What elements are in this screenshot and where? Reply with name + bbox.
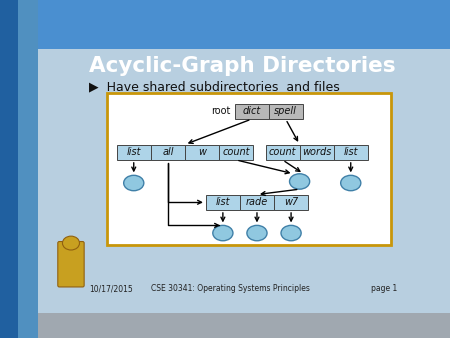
Text: spell: spell [274,106,297,116]
Text: list: list [343,147,358,157]
Bar [219,145,253,160]
Ellipse shape [247,225,267,241]
Bar [234,104,269,119]
Text: Acyclic-Graph Directories: Acyclic-Graph Directories [89,56,396,76]
Text: page 1: page 1 [371,284,397,293]
Ellipse shape [281,225,301,241]
Text: rade: rade [246,197,268,207]
Text: list: list [216,197,230,207]
Bar [274,195,308,210]
Text: root: root [211,106,230,116]
Bar [240,195,274,210]
FancyBboxPatch shape [58,242,84,287]
FancyBboxPatch shape [108,93,391,245]
Ellipse shape [289,174,310,189]
Bar [300,145,334,160]
Text: all: all [162,147,174,157]
Text: CSE 30341: Operating Systems Principles: CSE 30341: Operating Systems Principles [151,284,310,293]
Ellipse shape [63,236,80,250]
Text: dict: dict [243,106,261,116]
Text: words: words [302,147,331,157]
Bar [185,145,219,160]
Bar [206,195,240,210]
Bar [151,145,185,160]
Text: list: list [126,147,141,157]
Text: count: count [269,147,296,157]
Text: w7: w7 [284,197,298,207]
Bar [334,145,368,160]
Ellipse shape [124,175,144,191]
Text: ▶  Have shared subdirectories  and files: ▶ Have shared subdirectories and files [89,80,340,94]
Bar [266,145,300,160]
Text: 10/17/2015: 10/17/2015 [89,284,133,293]
Text: count: count [222,147,250,157]
Text: w: w [198,147,206,157]
Bar [117,145,151,160]
Ellipse shape [213,225,233,241]
Bar [269,104,303,119]
Ellipse shape [341,175,361,191]
